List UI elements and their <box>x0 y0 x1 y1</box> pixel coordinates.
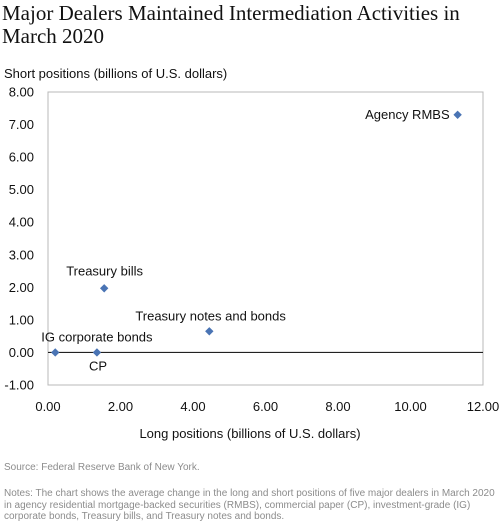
x-tick-label: 8.00 <box>325 399 350 414</box>
chart-notes: Notes: The chart shows the average chang… <box>4 488 495 522</box>
x-tick-label: 0.00 <box>35 399 60 414</box>
axes <box>47 91 484 386</box>
data-point-label: Treasury notes and bonds <box>135 308 286 323</box>
data-point-label: CP <box>89 358 107 373</box>
x-axis-title: Long positions (billions of U.S. dollars… <box>139 426 361 441</box>
data-point-marker <box>99 284 109 293</box>
data-points <box>51 110 462 357</box>
x-tick-label: 10.00 <box>394 399 427 414</box>
x-tick-label: 6.00 <box>253 399 278 414</box>
source-note: Source: Federal Reserve Bank of New York… <box>4 462 200 473</box>
tick-labels: 8.007.006.005.004.003.002.001.000.00-1.0… <box>4 85 499 415</box>
plot-frame <box>47 91 484 386</box>
data-point-marker <box>51 348 60 357</box>
y-tick-label: 3.00 <box>9 247 34 262</box>
x-tick-label: 4.00 <box>180 399 205 414</box>
x-tick-label: 2.00 <box>108 399 133 414</box>
x-tick-label: 12.00 <box>467 399 500 414</box>
y-axis-title: Short positions (billions of U.S. dollar… <box>4 66 228 81</box>
data-point-marker <box>205 327 214 336</box>
chart-title: Major Dealers Maintained Intermediation … <box>2 1 460 48</box>
y-tick-label: -1.00 <box>4 378 34 393</box>
data-point-label: Treasury bills <box>66 263 143 278</box>
y-tick-label: 4.00 <box>9 215 34 230</box>
y-tick-label: 6.00 <box>9 150 34 165</box>
y-tick-label: 8.00 <box>9 85 34 100</box>
y-tick-label: 1.00 <box>9 312 34 327</box>
y-tick-label: 0.00 <box>9 345 34 360</box>
data-point-label: IG corporate bonds <box>41 329 153 344</box>
data-point-marker <box>453 110 462 119</box>
data-labels: Agency RMBS Treasury bills Treasury notes … <box>41 107 450 374</box>
y-tick-label: 7.00 <box>9 117 34 132</box>
y-tick-label: 2.00 <box>9 280 34 295</box>
data-point-label: Agency RMBS <box>365 107 450 122</box>
y-tick-label: 5.00 <box>9 182 34 197</box>
data-point-marker <box>92 348 102 357</box>
